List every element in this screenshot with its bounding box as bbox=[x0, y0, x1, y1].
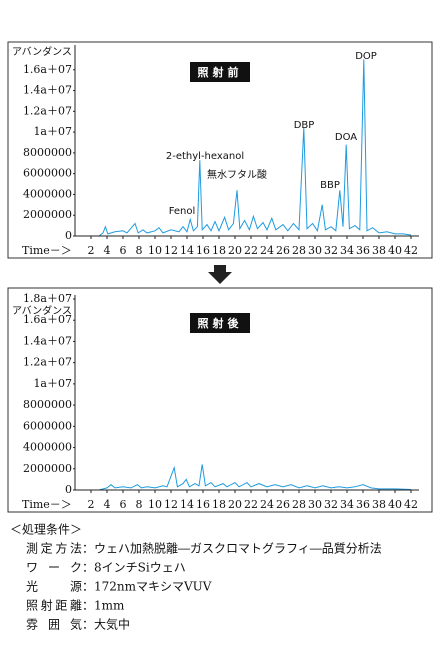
condition-label: 光源 bbox=[26, 580, 82, 594]
chromatogram-line bbox=[98, 59, 412, 237]
arrow bbox=[208, 265, 232, 284]
x-tick-label: 20 bbox=[228, 498, 242, 511]
peak-annotation: DBP bbox=[294, 120, 315, 131]
condition-label: 照射距離 bbox=[26, 598, 82, 613]
x-tick-label: 24 bbox=[260, 244, 274, 257]
x-tick-label: 26 bbox=[276, 498, 290, 511]
peak-annotation: BBP bbox=[320, 180, 340, 191]
x-tick-label: 14 bbox=[180, 244, 194, 257]
x-tick-label: 32 bbox=[324, 244, 338, 257]
y-tick-label: 1.8a＋07 bbox=[23, 292, 72, 305]
y-tick-label: 1a＋07 bbox=[33, 377, 72, 390]
x-tick-label: 4 bbox=[104, 244, 111, 257]
title-box bbox=[190, 313, 250, 333]
x-tick-label: 34 bbox=[340, 244, 354, 257]
condition-value: ：1mm bbox=[82, 599, 125, 613]
x-tick-label: 10 bbox=[148, 498, 162, 511]
peak-annotation: DOP bbox=[355, 51, 377, 62]
x-tick-label: 16 bbox=[196, 244, 210, 257]
y-tick-label: 6000000 bbox=[23, 419, 72, 432]
x-axis-label: Time－＞ bbox=[22, 498, 72, 511]
y-tick-label: 1.2a＋07 bbox=[23, 356, 72, 369]
y-tick-label: 0 bbox=[65, 483, 72, 496]
x-tick-label: 38 bbox=[372, 244, 386, 257]
peak-annotation: 無水フタル酸 bbox=[207, 168, 267, 181]
x-tick-label: 6 bbox=[120, 498, 127, 511]
y-axis-label: アバンダンス bbox=[12, 304, 72, 317]
peak-annotation: Fenol bbox=[169, 206, 196, 217]
y-tick-label: 6000000 bbox=[23, 167, 72, 180]
x-tick-label: 8 bbox=[136, 244, 143, 257]
x-tick-label: 2 bbox=[88, 498, 95, 511]
y-tick-label: 8000000 bbox=[23, 146, 72, 159]
y-tick-label: 1.2a＋07 bbox=[23, 104, 72, 117]
x-tick-label: 8 bbox=[136, 498, 143, 511]
x-tick-label: 22 bbox=[244, 498, 258, 511]
x-tick-label: 38 bbox=[372, 498, 386, 511]
peak-annotation: DOA bbox=[335, 132, 357, 143]
chart-title: 照射後 bbox=[198, 316, 243, 330]
condition-value: ：ウェハ加熱脱離―ガスクロマトグラフィ―品質分析法 bbox=[82, 541, 382, 556]
y-tick-label: 1.6a＋07 bbox=[23, 63, 72, 76]
x-tick-label: 10 bbox=[148, 244, 162, 257]
chromatogram-line bbox=[98, 464, 412, 491]
x-axis-label: Time－＞ bbox=[22, 244, 72, 257]
x-tick-label: 42 bbox=[404, 244, 418, 257]
x-tick-label: 22 bbox=[244, 244, 258, 257]
x-tick-label: 18 bbox=[212, 244, 226, 257]
x-tick-label: 32 bbox=[324, 498, 338, 511]
x-tick-label: 28 bbox=[292, 498, 306, 511]
x-tick-label: 18 bbox=[212, 498, 226, 511]
y-axis-label: アバンダンス bbox=[12, 45, 72, 58]
x-tick-label: 28 bbox=[292, 244, 306, 257]
x-tick-label: 24 bbox=[260, 498, 274, 511]
y-tick-label: 1.4a＋07 bbox=[23, 84, 72, 97]
y-tick-label: 1.6a＋07 bbox=[23, 313, 72, 326]
y-tick-label: 2000000 bbox=[23, 462, 72, 475]
condition-value: ：8インチSiウェハ bbox=[82, 561, 186, 575]
x-tick-label: 20 bbox=[228, 244, 242, 257]
condition-value: ：大気中 bbox=[82, 617, 130, 632]
x-tick-label: 26 bbox=[276, 244, 290, 257]
title-box bbox=[190, 62, 250, 82]
x-tick-label: 36 bbox=[356, 498, 370, 511]
condition-label: 雰囲気 bbox=[26, 617, 82, 632]
y-tick-label: 4000000 bbox=[23, 441, 72, 454]
chart-title: 照射前 bbox=[198, 65, 243, 79]
x-tick-label: 16 bbox=[196, 498, 210, 511]
y-tick-label: 1a＋07 bbox=[33, 125, 72, 138]
panel-frame bbox=[7, 287, 433, 513]
x-tick-label: 12 bbox=[164, 498, 178, 511]
y-tick-label: 8000000 bbox=[23, 398, 72, 411]
y-tick-label: 0 bbox=[65, 229, 72, 242]
y-tick-label: 1.4a＋07 bbox=[23, 334, 72, 347]
x-tick-label: 4 bbox=[104, 498, 111, 511]
x-tick-label: 34 bbox=[340, 498, 354, 511]
condition-label: 測定方法 bbox=[26, 541, 82, 556]
peak-annotation: 2-ethyl-hexanol bbox=[166, 151, 244, 162]
x-tick-label: 12 bbox=[164, 244, 178, 257]
y-tick-label: 2000000 bbox=[23, 208, 72, 221]
x-tick-label: 40 bbox=[388, 498, 402, 511]
condition-label: ワーク bbox=[26, 561, 82, 575]
x-tick-label: 30 bbox=[308, 244, 322, 257]
y-tick-label: 4000000 bbox=[23, 187, 72, 200]
condition-value: ：172nmマキシマVUV bbox=[82, 580, 212, 594]
panel-frame bbox=[7, 41, 433, 259]
x-tick-label: 2 bbox=[88, 244, 95, 257]
x-tick-label: 36 bbox=[356, 244, 370, 257]
x-tick-label: 42 bbox=[404, 498, 418, 511]
x-tick-label: 14 bbox=[180, 498, 194, 511]
conditions-heading: ＜処理条件＞ bbox=[10, 523, 82, 537]
x-tick-label: 6 bbox=[120, 244, 127, 257]
x-tick-label: 40 bbox=[388, 244, 402, 257]
x-tick-label: 30 bbox=[308, 498, 322, 511]
